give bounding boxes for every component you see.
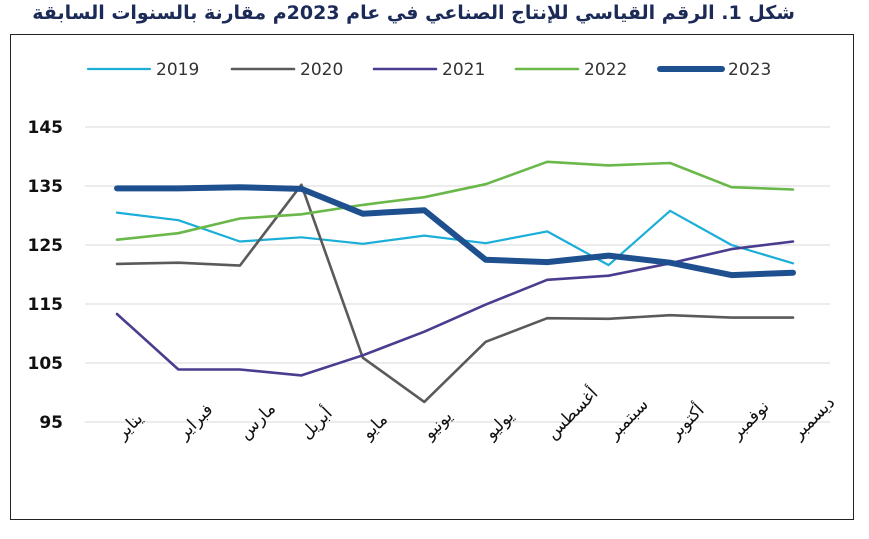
x-tick-label: يناير — [112, 409, 148, 445]
x-tick-label: نوفمبر — [726, 397, 773, 444]
series-line-2020 — [115, 183, 795, 404]
x-tick-label: مارس — [235, 399, 280, 444]
series-line-2021 — [115, 240, 795, 377]
chart-title: شكل 1. الرقم القياسي للإنتاج الصناعي في … — [32, 2, 795, 24]
y-tick-label: 95 — [39, 413, 63, 433]
x-tick-label: أبريل — [295, 402, 336, 443]
series-line-2019 — [115, 209, 795, 267]
y-tick-label: 145 — [28, 118, 64, 138]
series-line-2022 — [115, 160, 795, 241]
y-tick-label: 115 — [28, 295, 64, 315]
x-tick-label: يونيو — [419, 406, 457, 444]
x-tick-label: أغسطس — [541, 382, 602, 443]
x-tick-label: ديسمبر — [788, 393, 839, 444]
y-tick-label: 125 — [28, 236, 64, 256]
y-tick-label: 135 — [28, 177, 64, 197]
y-tick-label: 105 — [28, 354, 64, 374]
legend-label-2022: 2022 — [584, 60, 627, 80]
legend-label-2021: 2021 — [442, 60, 485, 80]
x-tick-label: يوليو — [480, 406, 518, 444]
x-tick-label: مايو — [357, 410, 392, 445]
chart-frame — [10, 34, 854, 520]
legend-label-2019: 2019 — [156, 60, 199, 80]
series-line-2023 — [114, 184, 796, 279]
legend-label-2020: 2020 — [300, 60, 343, 80]
legend-label-2023: 2023 — [728, 60, 771, 80]
x-tick-label: سبتمبر — [603, 395, 652, 444]
